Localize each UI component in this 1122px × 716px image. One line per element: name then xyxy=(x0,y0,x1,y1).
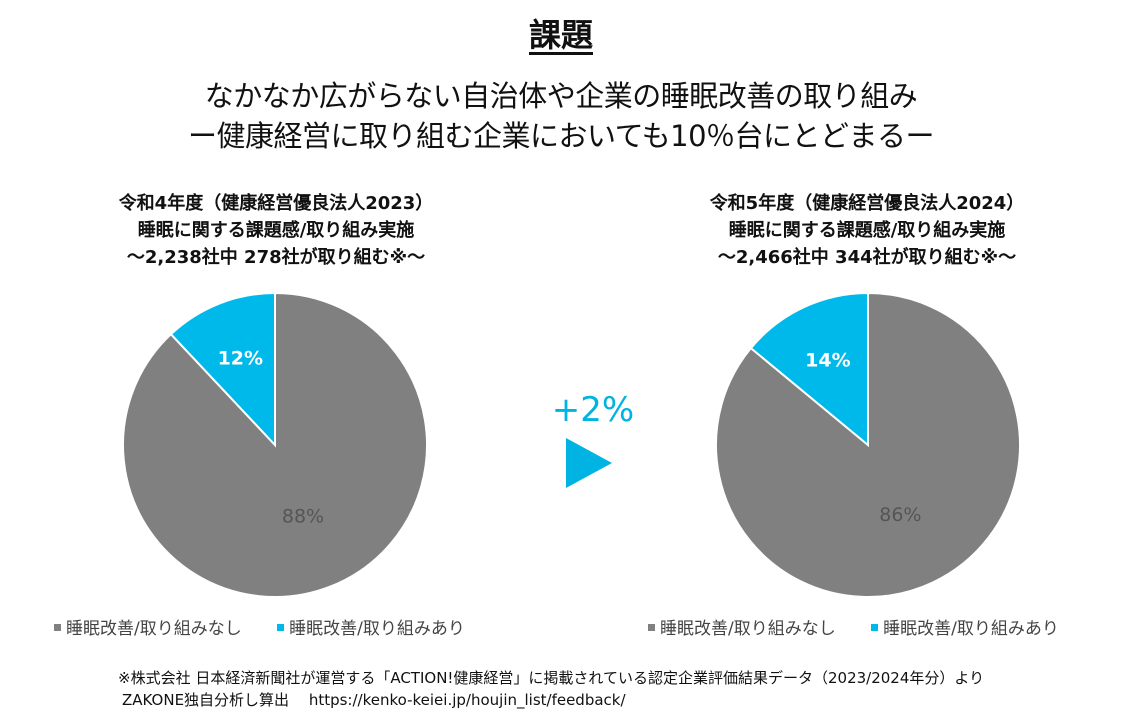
footnote-line-1: ※株式会社 日本経済新聞社が運営する「ACTION!健康経営」に掲載されている認… xyxy=(118,669,985,687)
pie-1-title-line-1: 令和4年度（健康経営優良法人2023） xyxy=(118,193,434,214)
slice-no-initiative xyxy=(122,291,428,598)
pie-2-title-line-3: 〜2,466社中 344社が取り組む※〜 xyxy=(717,247,1017,268)
legend-swatch-blue xyxy=(871,623,879,631)
pie-chart-2023: 88% 12% xyxy=(122,291,428,598)
footnote: ※株式会社 日本経済新聞社が運営する「ACTION!健康経営」に掲載されている認… xyxy=(118,667,984,711)
slice-no-initiative-label: 88% xyxy=(282,506,324,528)
footnote-line-2: ZAKONE独自分析し算出 https://kenko-keiei.jp/hou… xyxy=(122,691,626,709)
pie-1-title-line-2: 睡眠に関する課題感/取り組み実施 xyxy=(137,220,415,241)
legend-label-yes: 睡眠改善/取り組みあり xyxy=(883,619,1059,639)
slice-no-initiative-label: 86% xyxy=(879,504,921,526)
pie-2-legend: 睡眠改善/取り組みなし 睡眠改善/取り組みあり xyxy=(648,614,1089,639)
slice-with-initiative-label: 12% xyxy=(218,347,263,369)
slice-with-initiative xyxy=(749,291,869,448)
legend-item-no: 睡眠改善/取り組みなし xyxy=(54,614,242,639)
legend-item-yes: 睡眠改善/取り組みあり xyxy=(871,614,1059,639)
slice-with-initiative-label: 14% xyxy=(805,350,850,372)
pie-chart-2024: 86% 14% xyxy=(715,291,1021,598)
legend-swatch-gray xyxy=(648,623,655,631)
pie-2-title: 令和5年度（健康経営優良法人2024） 睡眠に関する課題感/取り組み実施 〜2,… xyxy=(657,190,1077,271)
slice-with-initiative xyxy=(169,291,276,448)
slice-no-initiative xyxy=(715,291,1021,598)
legend-swatch-gray xyxy=(54,623,61,631)
pie-2-title-line-2: 睡眠に関する課題感/取り組み実施 xyxy=(728,220,1006,241)
legend-label-no: 睡眠改善/取り組みなし xyxy=(660,619,836,639)
subtitle-line-1: なかなか広がらない自治体や企業の睡眠改善の取り組み xyxy=(204,79,918,113)
legend-item-no: 睡眠改善/取り組みなし xyxy=(648,614,836,639)
delta-label: +2% xyxy=(551,390,635,430)
legend-swatch-blue xyxy=(277,623,285,631)
pie-1-legend: 睡眠改善/取り組みなし 睡眠改善/取り組みあり xyxy=(54,614,495,639)
legend-label-yes: 睡眠改善/取り組みあり xyxy=(289,619,465,639)
pie-2-title-line-1: 令和5年度（健康経営優良法人2024） xyxy=(709,193,1025,214)
legend-label-no: 睡眠改善/取り組みなし xyxy=(66,619,242,639)
pie-1-title-line-3: 〜2,238社中 278社が取り組む※〜 xyxy=(126,247,426,268)
play-arrow-icon xyxy=(566,438,612,488)
subtitle-line-2: ー健康経営に取り組む企業においても10％台にとどまるー xyxy=(187,119,935,153)
legend-item-yes: 睡眠改善/取り組みあり xyxy=(277,614,465,639)
page-title: 課題 xyxy=(528,16,593,54)
pie-1-title: 令和4年度（健康経営優良法人2023） 睡眠に関する課題感/取り組み実施 〜2,… xyxy=(66,190,486,271)
subtitle: なかなか広がらない自治体や企業の睡眠改善の取り組み ー健康経営に取り組む企業にお… xyxy=(0,76,1122,156)
